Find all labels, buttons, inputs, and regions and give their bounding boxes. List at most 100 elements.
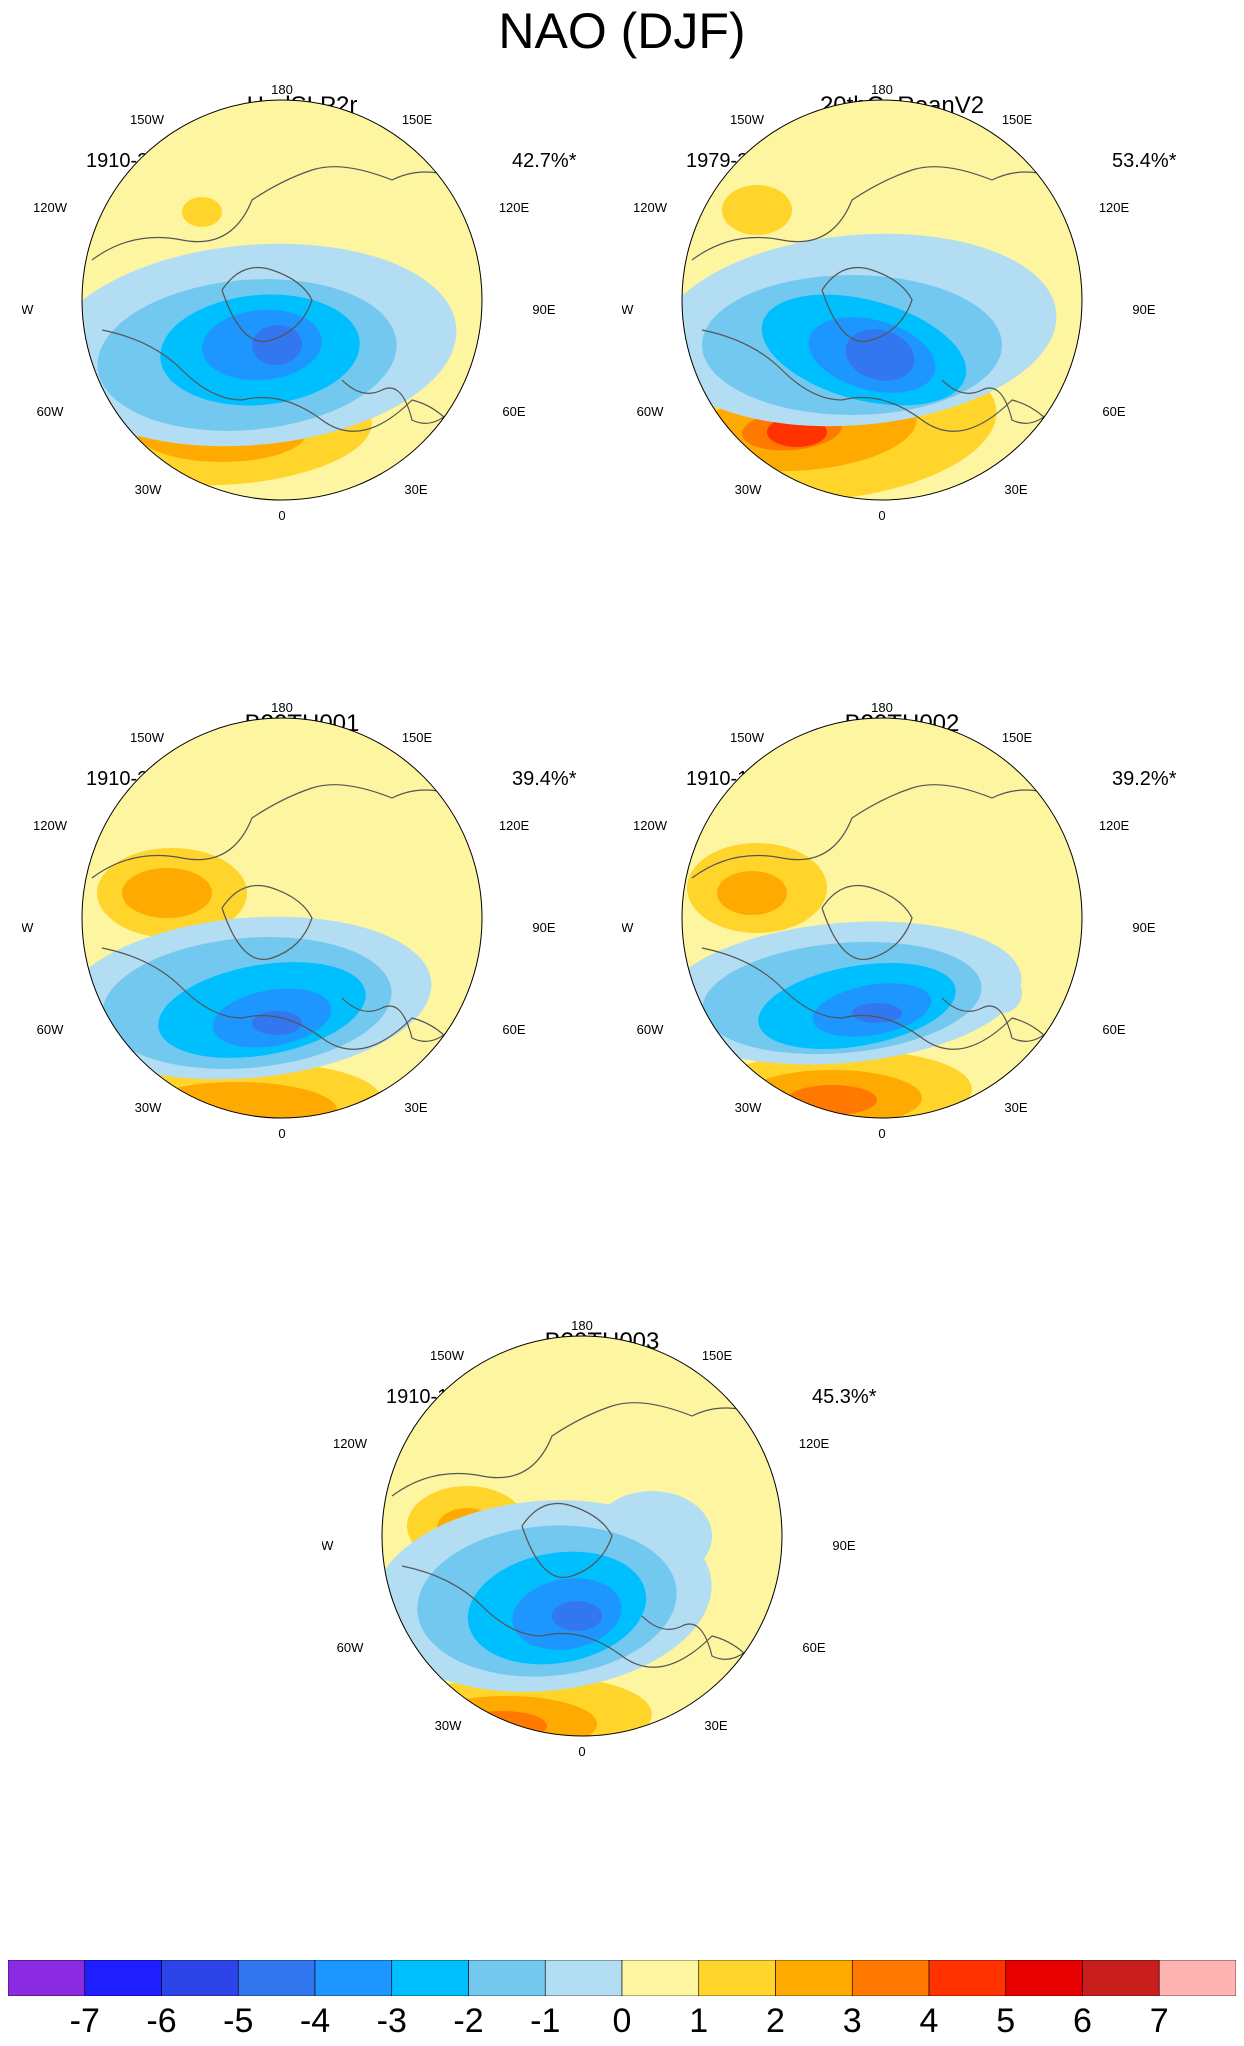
colorbar-segment <box>928 1960 1007 1996</box>
positive-anomaly-contour <box>182 197 222 227</box>
positive-anomaly-contour <box>717 871 787 915</box>
longitude-label-l90e: 90E <box>532 920 555 935</box>
coastline <box>91 166 482 461</box>
longitude-label-l150w: 150W <box>130 730 165 745</box>
longitude-label-l90w: 90W <box>22 920 34 935</box>
longitude-label-l180: 180 <box>871 82 893 97</box>
longitude-label-l90e: 90E <box>532 302 555 317</box>
colorbar-segment <box>621 1960 700 1996</box>
colorbar-segment <box>1005 1960 1083 1996</box>
colorbar-segment <box>851 1960 930 1996</box>
colorbar-tick-label: -5 <box>223 2002 254 2040</box>
longitude-label-l60e: 60E <box>1102 1022 1125 1037</box>
longitude-label-l30e: 30E <box>1004 482 1027 497</box>
longitude-label-l90w: 90W <box>622 920 634 935</box>
longitude-label-l150e: 150E <box>402 112 433 127</box>
panel-variance: 45.3%* <box>812 1386 877 1408</box>
longitude-label-l180: 180 <box>271 700 293 715</box>
colorbar-tick-label: 4 <box>919 2002 939 2040</box>
polar-map: 180 150W 150E 120W 120E 90W 90E 60W 60E 30W 30E 0 <box>22 82 556 523</box>
longitude-label-l60e: 60E <box>502 404 525 419</box>
colorbar-tick-label: -3 <box>376 2002 407 2040</box>
coastline <box>691 784 1082 1079</box>
colorbar-tick-label: 0 <box>612 2002 632 2040</box>
map-boundary <box>681 99 1083 501</box>
longitude-label-l60w: 60W <box>637 404 664 419</box>
longitude-label-l120w: 120W <box>33 200 68 215</box>
colorbar-tick-label: 7 <box>1149 2002 1169 2040</box>
longitude-label-l30e: 30E <box>404 1100 427 1115</box>
positive-anomaly-contour <box>137 1082 337 1118</box>
polar-map: 180 150W 150E 120W 120E 90W 90E 60W 60E 30W 30E 0 <box>322 1318 856 1759</box>
colorbar-segment <box>237 1960 316 1996</box>
longitude-label-l180: 180 <box>271 82 293 97</box>
longitude-label-l90e: 90E <box>832 1538 855 1553</box>
colorbar <box>8 1960 1236 1996</box>
colorbar-segment <box>391 1960 469 1996</box>
map-panel-hadslp2r: HadSLP2r 1910-2015 42.7%* 180150W150E120… <box>22 0 582 600</box>
map-boundary <box>81 717 483 1119</box>
longitude-label-l30w: 30W <box>135 482 162 497</box>
longitude-label-l120e: 120E <box>1099 200 1130 215</box>
colorbar-segment <box>544 1960 623 1996</box>
colorbar-segment <box>775 1960 853 1996</box>
panel-variance: 39.4%* <box>512 768 577 790</box>
colorbar-tick-label: 3 <box>842 2002 862 2040</box>
longitude-label-l120e: 120E <box>499 818 530 833</box>
positive-anomaly-contour <box>122 868 212 918</box>
colorbar-segment <box>1082 1960 1160 1996</box>
negative-anomaly-contour <box>852 1003 902 1023</box>
figure-title: NAO (DJF) <box>498 3 746 59</box>
longitude-label-l90w: 90W <box>622 302 634 317</box>
longitude-label-l120w: 120W <box>633 200 668 215</box>
map-panel-b20th002: B20TH002 1910-1968 39.2%* 180150W150E120… <box>622 618 1182 1218</box>
colorbar-segment <box>468 1960 546 1996</box>
colorbar-tick-label: 5 <box>996 2002 1016 2040</box>
longitude-label-l60e: 60E <box>502 1022 525 1037</box>
longitude-label-l60e: 60E <box>802 1640 825 1655</box>
longitude-label-l90e: 90E <box>1132 920 1155 935</box>
longitude-label-l30e: 30E <box>404 482 427 497</box>
colorbar-segment <box>8 1960 86 1996</box>
longitude-label-l90e: 90E <box>1132 302 1155 317</box>
positive-anomaly-contour <box>722 185 792 235</box>
positive-anomaly-contour <box>787 1085 877 1115</box>
colorbar-segment <box>161 1960 239 1996</box>
longitude-label-l150e: 150E <box>402 730 433 745</box>
negative-anomaly-contour <box>252 324 302 366</box>
colorbar-segment <box>1158 1960 1236 1996</box>
map-boundary <box>81 99 483 501</box>
longitude-label-l30w: 30W <box>735 482 762 497</box>
map-panel-b20th003: B20TH003 1910-1969 45.3%* 180150W150E120… <box>322 1236 882 1836</box>
longitude-label-l0: 0 <box>878 508 885 523</box>
panel-variance: 53.4%* <box>1112 150 1177 172</box>
colorbar-segment <box>698 1960 776 1996</box>
colorbar-tick-label: 1 <box>689 2002 709 2040</box>
map-panel-b20th001: B20TH001 1910-2005 39.4%* 180150W150E120… <box>22 618 582 1218</box>
colorbar-segment <box>84 1960 162 1996</box>
longitude-label-l30e: 30E <box>704 1718 727 1733</box>
longitude-label-l150w: 150W <box>130 112 165 127</box>
longitude-label-l120w: 120W <box>633 818 668 833</box>
map-boundary <box>681 717 1083 1119</box>
longitude-label-l30w: 30W <box>735 1100 762 1115</box>
longitude-label-l60w: 60W <box>37 404 64 419</box>
negative-anomaly-contour <box>552 1601 602 1631</box>
coastline <box>91 784 482 1079</box>
longitude-label-l30w: 30W <box>435 1718 462 1733</box>
longitude-label-l30w: 30W <box>135 1100 162 1115</box>
panel-variance: 39.2%* <box>1112 768 1177 790</box>
longitude-label-l120w: 120W <box>33 818 68 833</box>
colorbar-tick-label: -6 <box>146 2002 177 2040</box>
polar-map: 180 150W 150E 120W 120E 90W 90E 60W 60E 30W 30E 0 <box>622 700 1156 1141</box>
longitude-label-l180: 180 <box>871 700 893 715</box>
map-boundary <box>381 1335 783 1737</box>
longitude-label-l120w: 120W <box>333 1436 368 1451</box>
longitude-label-l150w: 150W <box>430 1348 465 1363</box>
negative-anomaly-contour <box>845 329 915 381</box>
longitude-label-l120e: 120E <box>499 200 530 215</box>
colorbar-tick-label: -2 <box>453 2002 484 2040</box>
longitude-label-l60w: 60W <box>337 1640 364 1655</box>
longitude-label-l150e: 150E <box>702 1348 733 1363</box>
colorbar-tick-label: 6 <box>1073 2002 1092 2040</box>
